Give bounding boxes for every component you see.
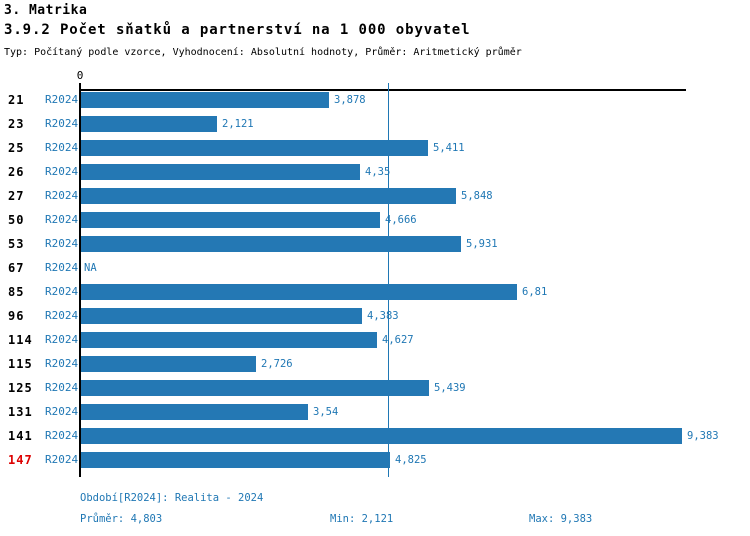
row-category-label: 50 (8, 213, 25, 227)
row-category-label: 67 (8, 261, 25, 275)
bar-value-label: 5,439 (434, 382, 466, 394)
bar-value-label: 5,931 (466, 238, 498, 250)
axis-zero-label: 0 (76, 69, 84, 82)
bar (81, 92, 329, 108)
bar-value-label: 4,825 (395, 454, 427, 466)
footer-min: Min: 2,121 (330, 513, 394, 525)
row-category-label: 25 (8, 141, 25, 155)
row-series-label: R2024 (45, 261, 79, 274)
bar (81, 356, 256, 372)
bar-value-label: 4,627 (382, 334, 414, 346)
chart-type-line: Typ: Počítaný podle vzorce, Vyhodnocení:… (4, 47, 522, 58)
bar-value-label: 5,848 (461, 190, 493, 202)
row-series-label: R2024 (45, 213, 79, 226)
row-series-label: R2024 (45, 405, 79, 418)
bar-value-label: 4,35 (365, 166, 391, 178)
bar (81, 284, 517, 300)
row-series-label: R2024 (45, 189, 79, 202)
footer-period: Období[R2024]: Realita - 2024 (80, 492, 264, 504)
row-category-label: 115 (8, 357, 33, 371)
row-series-label: R2024 (45, 117, 79, 130)
row-category-label: 21 (8, 93, 25, 107)
row-series-label: R2024 (45, 309, 79, 322)
y-axis-line (79, 83, 81, 477)
bar (81, 452, 390, 468)
bar-value-label: 2,726 (261, 358, 293, 370)
chart-title: 3.9.2 Počet sňatků a partnerství na 1 00… (4, 22, 471, 38)
footer-average: Průměr: 4,803 (80, 513, 163, 525)
bar (81, 140, 428, 156)
row-category-label: 23 (8, 117, 25, 131)
bar-value-label: 4,666 (385, 214, 417, 226)
row-category-label: 131 (8, 405, 33, 419)
row-category-label: 85 (8, 285, 25, 299)
bar-value-label: 9,383 (687, 430, 719, 442)
bar-value-label: 3,54 (313, 406, 339, 418)
row-series-label: R2024 (45, 453, 79, 466)
bar-value-label: 6,81 (522, 286, 548, 298)
mean-line (388, 83, 389, 477)
bar-value-label: 5,411 (433, 142, 465, 154)
row-category-label: 114 (8, 333, 33, 347)
row-series-label: R2024 (45, 237, 79, 250)
row-series-label: R2024 (45, 285, 79, 298)
row-series-label: R2024 (45, 429, 79, 442)
row-category-label: 27 (8, 189, 25, 203)
bar (81, 332, 377, 348)
x-axis-line (80, 89, 686, 91)
row-series-label: R2024 (45, 165, 79, 178)
row-series-label: R2024 (45, 141, 79, 154)
row-series-label: R2024 (45, 93, 79, 106)
bar (81, 164, 360, 180)
bar-value-label: NA (84, 262, 97, 274)
row-category-label: 53 (8, 237, 25, 251)
row-series-label: R2024 (45, 333, 79, 346)
bar (81, 116, 217, 132)
footer-max: Max: 9,383 (529, 513, 593, 525)
row-category-label: 147 (8, 453, 33, 467)
bar (81, 428, 682, 444)
bar-value-label: 3,878 (334, 94, 366, 106)
bar (81, 380, 429, 396)
bar-value-label: 4,383 (367, 310, 399, 322)
bar (81, 404, 308, 420)
row-category-label: 141 (8, 429, 33, 443)
bar (81, 236, 461, 252)
row-category-label: 26 (8, 165, 25, 179)
row-category-label: 96 (8, 309, 25, 323)
row-series-label: R2024 (45, 357, 79, 370)
row-series-label: R2024 (45, 381, 79, 394)
bar-value-label: 2,121 (222, 118, 254, 130)
bar (81, 188, 456, 204)
bar (81, 308, 362, 324)
section-title: 3. Matrika (4, 3, 88, 18)
bar (81, 212, 380, 228)
row-category-label: 125 (8, 381, 33, 395)
